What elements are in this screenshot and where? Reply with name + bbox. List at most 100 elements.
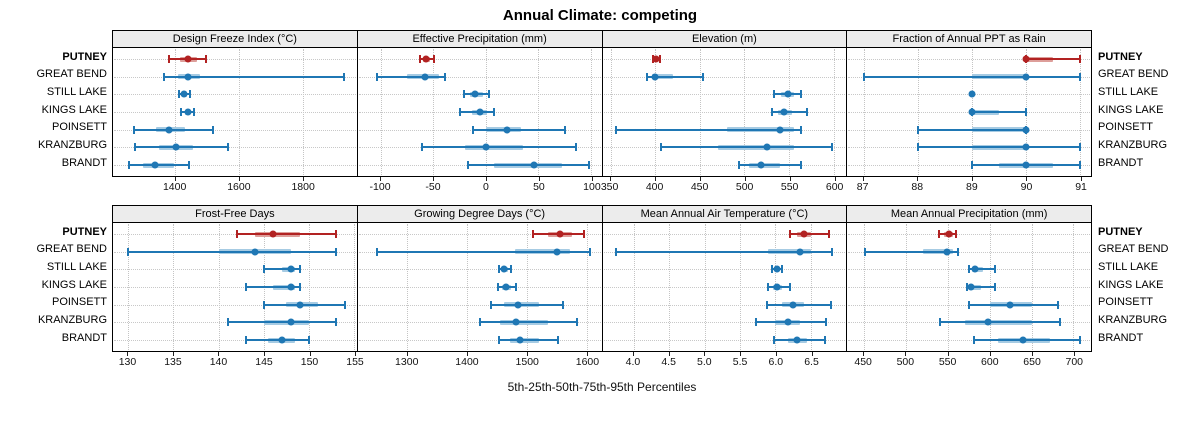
gridline-row [114, 165, 356, 166]
whisker-cap [134, 143, 137, 152]
median-dot [503, 126, 511, 134]
axis-tick [591, 177, 593, 181]
panel-plot-mean-annual-air-temperature-c [601, 222, 848, 352]
panel-axis-mean-annual-air-temperature-c: 4.0 4.5 5.0 5.5 6.0 6.5 [602, 352, 848, 372]
whisker-cap [162, 72, 165, 81]
station-label-kranzburg: KRANZBURG [1098, 138, 1168, 151]
axis-tick-label: 1600 [575, 356, 600, 368]
axis-tick-label: 650 [1023, 356, 1041, 368]
panel-strip-mean-annual-air-temperature-c: Mean Annual Air Temperature (°C) [601, 205, 848, 223]
panel-plot-mean-annual-precipitation-mm [846, 222, 1092, 352]
whisker-cap [582, 230, 585, 238]
axis-tick [538, 177, 540, 181]
median-dot [287, 265, 295, 273]
whisker-cap [226, 318, 229, 327]
axis-tick [303, 177, 305, 181]
axis-tick [947, 352, 949, 356]
range-whisker [864, 250, 958, 253]
whisker-cap [938, 230, 941, 238]
median-dot [651, 73, 659, 81]
whisker-cap [262, 300, 265, 309]
station-label-brandt: BRANDT [1098, 156, 1144, 169]
axis-tick [863, 352, 865, 356]
gridline-row [603, 340, 846, 341]
panel-axis-growing-degree-days-c: 1300 1400 1500 1600 [357, 352, 603, 372]
whisker-cap [334, 318, 337, 327]
panel-strip-mean-annual-precipitation-mm: Mean Annual Precipitation (mm) [846, 205, 1092, 223]
gridline-row [358, 269, 601, 271]
gridline-row [603, 234, 846, 235]
whisker-cap [127, 247, 130, 256]
range-whisker [968, 303, 1059, 306]
axis-tick [668, 352, 670, 356]
gridline-row [114, 287, 356, 288]
gridline-row [358, 59, 601, 60]
range-whisker [421, 146, 577, 149]
axis-tick [971, 177, 973, 181]
median-dot [184, 55, 192, 63]
median-dot [251, 248, 259, 256]
panel-plot-growing-degree-days-c [356, 222, 603, 352]
whisker-cap [830, 143, 833, 152]
station-labels-right-row1: PUTNEY GREAT BEND STILL LAKE KINGS LAKE POIN… [1092, 205, 1200, 353]
range-whisker [766, 303, 831, 306]
whisker-cap [799, 161, 802, 169]
whisker-cap [767, 283, 770, 291]
median-dot [1006, 301, 1014, 309]
median-dot [516, 336, 524, 344]
axis-tick-label: 1500 [515, 356, 539, 368]
median-dot [984, 318, 992, 326]
whisker-cap [805, 108, 808, 116]
station-labels-left-row1: PUTNEY GREAT BEND STILL LAKE KINGS LAKE POIN… [0, 205, 112, 353]
whisker-cap [497, 336, 500, 344]
panel-strip-growing-degree-days-c: Growing Degree Days (°C) [356, 205, 603, 223]
whisker-cap [799, 90, 802, 99]
panel-axis-effective-precipitation-mm: -100 -50 0 50 100 [357, 177, 603, 197]
range-whisker [227, 321, 336, 324]
whisker-cap [772, 90, 775, 99]
station-label-great-bend: GREAT BEND [1098, 68, 1169, 81]
axis-tick-label: 450 [690, 181, 709, 193]
whisker-cap [738, 161, 741, 169]
whisker-cap [212, 125, 215, 134]
whisker-cap [939, 318, 942, 327]
station-label-poinsett: POINSETT [51, 121, 107, 134]
station-label-kranzburg: KRANZBURG [37, 313, 107, 326]
median-dot [780, 108, 788, 116]
range-whisker [128, 250, 336, 253]
station-label-brandt: BRANDT [61, 331, 107, 344]
axis-tick-label: 5.0 [697, 356, 712, 368]
range-whisker [377, 250, 590, 253]
whisker-cap [646, 72, 649, 81]
whisker-cap [375, 72, 378, 81]
whisker-cap [178, 90, 181, 99]
axis-caption: 5th-25th-50th-75th-95th Percentiles [507, 380, 697, 394]
gridline-row [358, 234, 601, 235]
whisker-cap [966, 283, 969, 291]
axis-tick-label: 500 [735, 181, 754, 193]
station-label-putney: PUTNEY [62, 225, 107, 238]
axis-tick-label: 6.5 [804, 356, 819, 368]
gridline-row [358, 76, 601, 78]
range-whisker [940, 321, 1060, 324]
gridline-row [114, 94, 356, 96]
whisker-cap [127, 161, 130, 169]
panel-plot-frost-free-days [112, 222, 358, 352]
whisker-cap [799, 125, 802, 134]
axis-tick [1081, 177, 1083, 181]
median-dot [482, 143, 490, 151]
range-whisker [917, 146, 1081, 149]
range-whisker [789, 233, 829, 235]
whisker-cap [1025, 108, 1027, 116]
whisker-cap [244, 336, 247, 344]
median-dot [1022, 161, 1030, 169]
axis-tick-label: 700 [1065, 356, 1084, 368]
axis-tick [1074, 352, 1076, 356]
median-dot [1022, 55, 1030, 63]
whisker-cap [244, 283, 247, 291]
station-labels-left-row0: PUTNEY GREAT BEND STILL LAKE KINGS LAKE POIN… [0, 30, 112, 178]
gridline-row [603, 304, 846, 306]
gridline-row [114, 147, 356, 149]
station-label-still-lake: STILL LAKE [1098, 260, 1159, 273]
axis-tick [775, 352, 777, 356]
